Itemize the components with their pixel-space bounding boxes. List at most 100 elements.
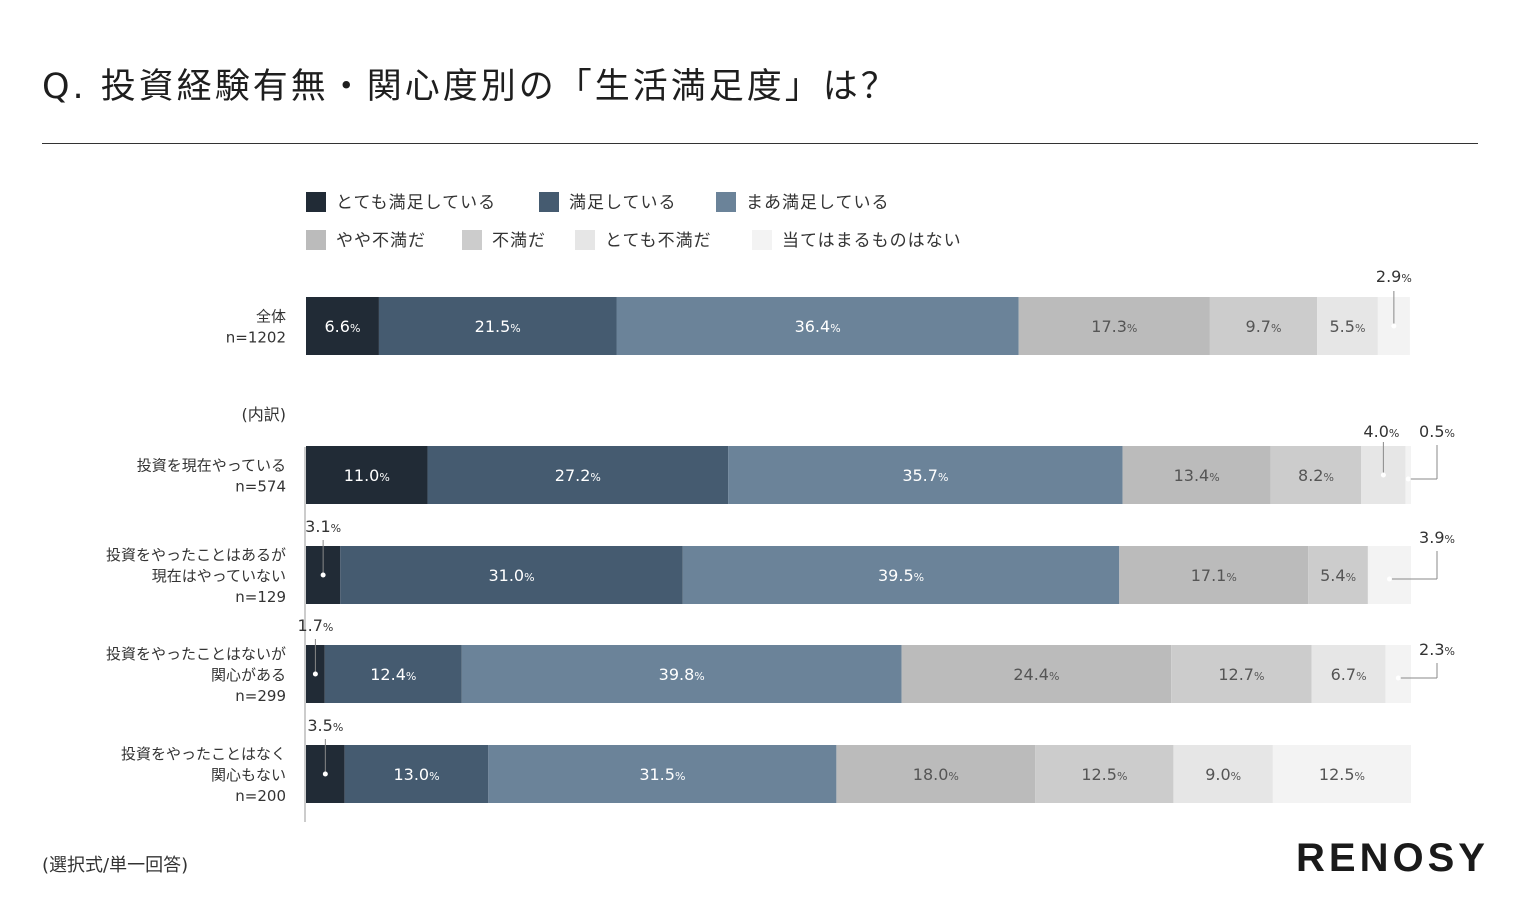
callout-dot xyxy=(1380,472,1386,478)
legend-swatch xyxy=(716,192,736,212)
breakdown-label: (内訳) xyxy=(242,405,287,424)
brand-logo: RENOSY xyxy=(1296,836,1489,880)
category-label: 関心がある xyxy=(211,666,286,684)
category-label: 関心もない xyxy=(211,766,286,784)
bar-segment xyxy=(1311,645,1386,703)
legend-label: 満足している xyxy=(569,193,677,213)
legend-swatch xyxy=(539,192,559,212)
legend-swatch xyxy=(306,230,326,250)
chart-title: Q. 投資経験有無・関心度別の「生活満足度」は？ xyxy=(42,67,899,107)
legend-swatch xyxy=(462,230,482,250)
category-label: 現在はやっていない xyxy=(152,567,286,585)
category-label: n=200 xyxy=(235,787,286,805)
category-label: n=1202 xyxy=(226,329,286,347)
category-label: 投資を現在やっている xyxy=(137,457,286,475)
callout-labels: 2.9% 4.0% 0.5% 3.1% 3.9% 1.7% 2.3% 3.5% xyxy=(297,267,1455,777)
callout-dot xyxy=(1386,576,1392,582)
legend-label: 当てはまるものはない xyxy=(782,231,962,251)
bar-value-label: 12.4% xyxy=(370,665,416,684)
bar-segment xyxy=(306,446,428,504)
legend-label: やや不満だ xyxy=(336,231,426,251)
callout-dot xyxy=(312,671,318,677)
category-label: 投資をやったことはなく xyxy=(121,745,286,763)
bar-segment xyxy=(461,645,902,703)
bar-segment xyxy=(1367,546,1411,604)
bar-value-label: 31.0% xyxy=(488,566,534,585)
bar-segment xyxy=(1385,645,1411,703)
callout-value-label: 3.5% xyxy=(307,716,343,735)
bar-segment xyxy=(836,745,1036,803)
bar-value-label: 9.0% xyxy=(1205,765,1241,784)
callout-value-label: 1.7% xyxy=(297,616,333,635)
bar-segment xyxy=(306,297,379,355)
bar-segment xyxy=(1171,645,1312,703)
bar-value-label: 5.5% xyxy=(1330,317,1366,336)
callout-value-label: 3.1% xyxy=(305,517,341,536)
category-label: 投資をやったことはあるが xyxy=(106,546,286,564)
bar-segment xyxy=(378,297,617,355)
bar-value-label: 39.8% xyxy=(659,665,705,684)
bar-value-label: 36.4% xyxy=(795,317,841,336)
legend-label: とても不満だ xyxy=(605,231,712,251)
bar-value-label: 9.7% xyxy=(1246,317,1282,336)
bar-value-label: 27.2% xyxy=(555,466,601,485)
bar-value-label: 31.5% xyxy=(639,765,685,784)
legend-label: 不満だ xyxy=(492,231,546,251)
bar-segment xyxy=(728,446,1123,504)
legend-swatch xyxy=(752,230,772,250)
bar-value-label: 21.5% xyxy=(475,317,521,336)
bar-value-label: 17.3% xyxy=(1091,317,1137,336)
callout-value-label: 3.9% xyxy=(1419,528,1455,547)
bar-value-label: 35.7% xyxy=(902,466,948,485)
category-label: n=574 xyxy=(235,478,286,496)
bar-segment xyxy=(682,546,1120,604)
bar-segment xyxy=(1317,297,1378,355)
title-divider xyxy=(42,143,1478,144)
callout-dot xyxy=(1395,675,1401,681)
legend-label: とても満足している xyxy=(336,193,496,213)
bar-segment xyxy=(616,297,1019,355)
bar-value-label: 5.4% xyxy=(1320,566,1356,585)
callout-dot xyxy=(1405,476,1411,482)
legend-swatch xyxy=(306,192,326,212)
bar-segment xyxy=(1173,745,1273,803)
bar-segment xyxy=(488,745,837,803)
footnote: (選択式/単一回答) xyxy=(42,855,189,876)
bar-value-label: 13.0% xyxy=(393,765,439,784)
bar-value-label: 11.0% xyxy=(344,466,390,485)
bar-segment xyxy=(1119,546,1309,604)
bar-segment xyxy=(1122,446,1271,504)
bar-segment xyxy=(344,745,489,803)
callout-dot xyxy=(320,572,326,578)
callout-value-label: 4.0% xyxy=(1363,422,1399,441)
bar-value-label: 12.5% xyxy=(1319,765,1365,784)
bar-segment xyxy=(324,645,462,703)
bar-segment xyxy=(1270,446,1362,504)
category-label: n=299 xyxy=(235,687,286,705)
callout-dot xyxy=(322,771,328,777)
legend-swatch xyxy=(575,230,595,250)
bar-value-label: 12.5% xyxy=(1081,765,1127,784)
callout-value-label: 2.3% xyxy=(1419,640,1455,659)
bar-value-label: 6.7% xyxy=(1331,665,1367,684)
bar-segment xyxy=(901,645,1172,703)
callout-value-label: 0.5% xyxy=(1419,422,1455,441)
bar-value-label: 39.5% xyxy=(878,566,924,585)
bar-segment xyxy=(1308,546,1368,604)
bar-segment xyxy=(1209,297,1318,355)
callout-dot xyxy=(1391,323,1397,329)
bar-value-label: 8.2% xyxy=(1298,466,1334,485)
bar-segment xyxy=(427,446,729,504)
bar-segment xyxy=(1405,446,1411,504)
bar-segment xyxy=(1018,297,1210,355)
category-labels: 全体 n=1202 投資を現在やっている n=574 投資をやったことはあるが現在はやっ… xyxy=(106,308,286,806)
legend-label: まあ満足している xyxy=(746,193,890,213)
category-label: 全体 xyxy=(256,308,286,326)
bar-value-label: 13.4% xyxy=(1174,466,1220,485)
bar-value-label: 6.6% xyxy=(325,317,361,336)
bar-segment xyxy=(1272,745,1411,803)
bar-segment xyxy=(340,546,683,604)
bar-value-label: 24.4% xyxy=(1013,665,1059,684)
